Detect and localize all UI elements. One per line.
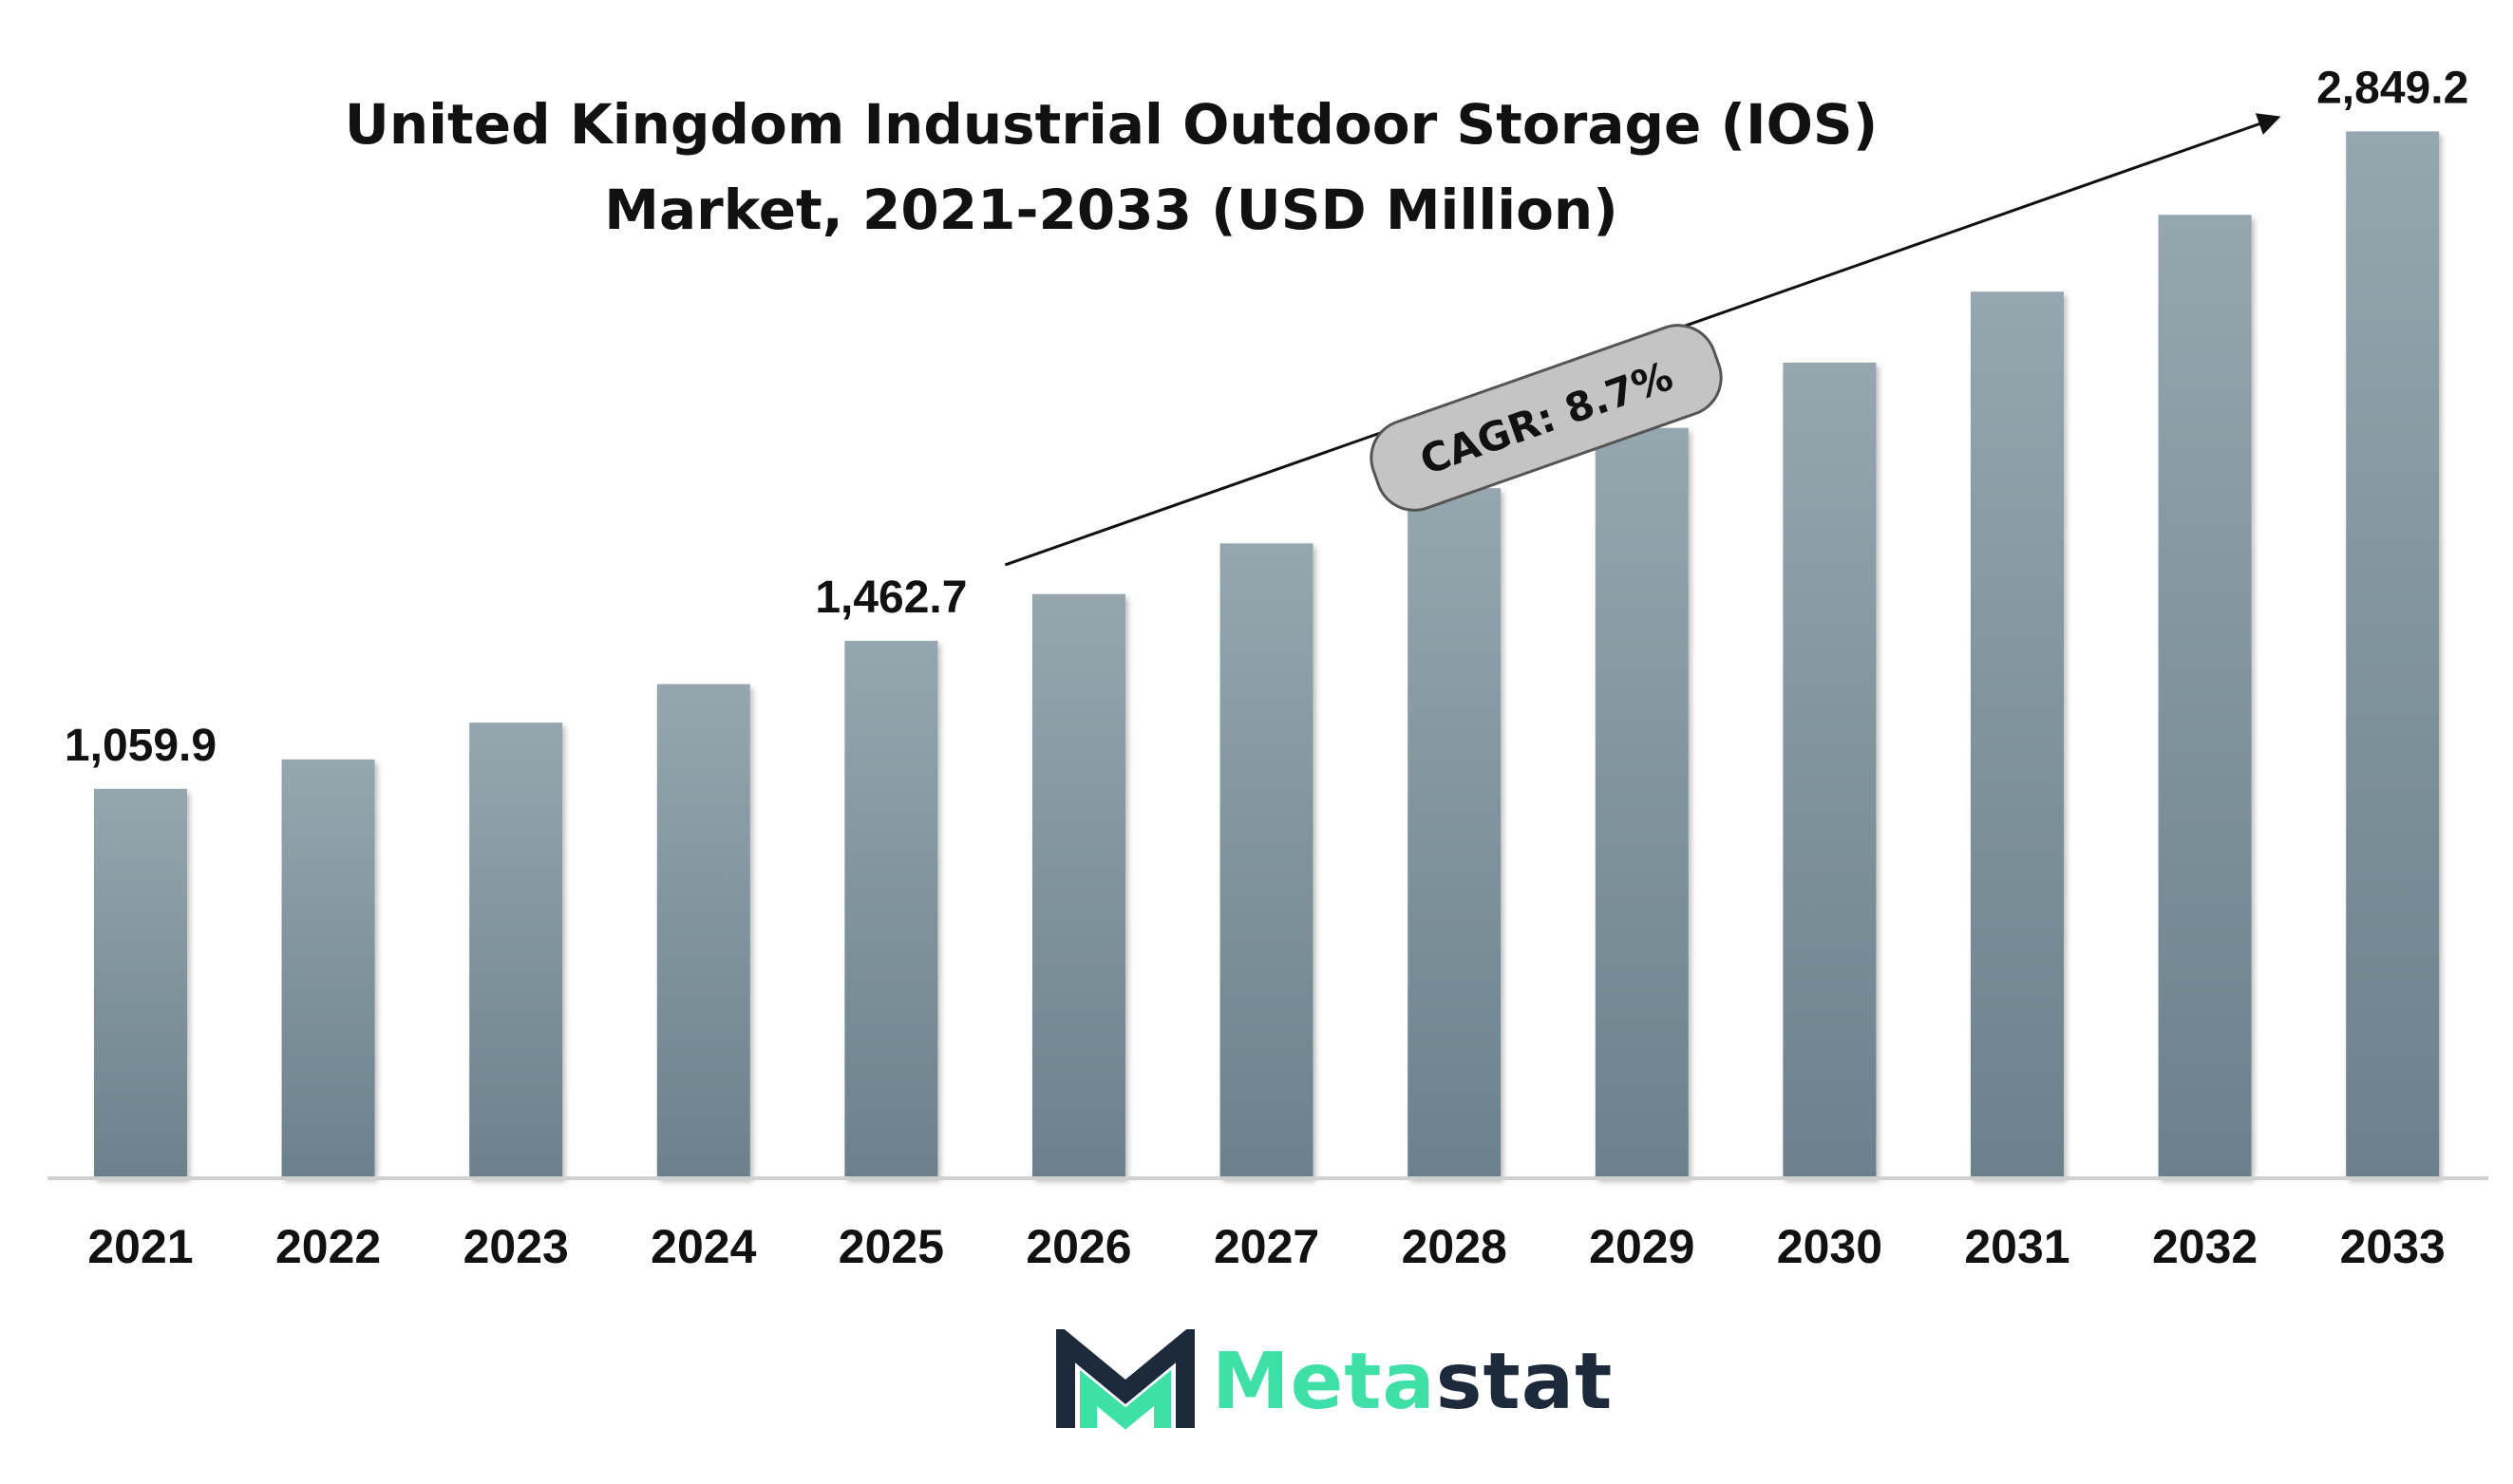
brand-logo: Metastat [1054,1324,1613,1438]
bar-2023 [469,723,563,1178]
bar-2031 [1971,291,2064,1178]
bars-layer [94,131,2440,1179]
brand-name-stat: stat [1435,1336,1614,1427]
cagr-pill-background [1370,324,1723,512]
x-tick-label-2025: 2025 [839,1220,944,1273]
bar-2021 [94,788,187,1178]
x-tick-label-2026: 2026 [1026,1220,1131,1273]
x-tick-label-2024: 2024 [651,1220,756,1273]
bar-2026 [1032,593,1125,1178]
brand-name: Metastat [1212,1337,1613,1427]
bar-2032 [2158,215,2252,1179]
x-tick-label-2030: 2030 [1777,1220,1882,1273]
x-tick-label-2029: 2029 [1589,1220,1694,1273]
bar-2033 [2346,131,2440,1178]
x-tick-label-2021: 2021 [87,1220,193,1273]
bar-2027 [1219,543,1313,1178]
bar-2028 [1408,488,1502,1178]
x-tick-label-2031: 2031 [1964,1220,2069,1273]
metastat-m-logo-icon [1056,1329,1195,1430]
x-tick-label-2023: 2023 [463,1220,569,1273]
data-label-2033: 2,849.2 [2316,63,2468,113]
data-label-2025: 1,462.7 [815,573,967,623]
data-label-2021: 1,059.9 [65,721,217,771]
data-labels: 1,059.9 1,462.7 2,849.2 [65,63,2468,770]
bar-2025 [844,640,938,1178]
x-tick-label-2033: 2033 [2340,1220,2446,1273]
x-tick-label-2028: 2028 [1402,1220,1507,1273]
chart-title: United Kingdom Industrial Outdoor Storag… [344,92,1879,242]
x-tick-label-2027: 2027 [1214,1220,1319,1273]
brand-name-meta: Meta [1212,1336,1436,1427]
bar-2022 [281,759,375,1178]
x-tick-labels: 2021 2022 2023 2024 2025 2026 2027 2028 2029 2030… [87,1220,2445,1273]
bar-2024 [656,684,750,1178]
bar-2030 [1783,362,1877,1178]
x-tick-label-2032: 2032 [2152,1220,2258,1273]
bar-2029 [1595,427,1689,1178]
x-tick-label-2022: 2022 [275,1220,381,1273]
